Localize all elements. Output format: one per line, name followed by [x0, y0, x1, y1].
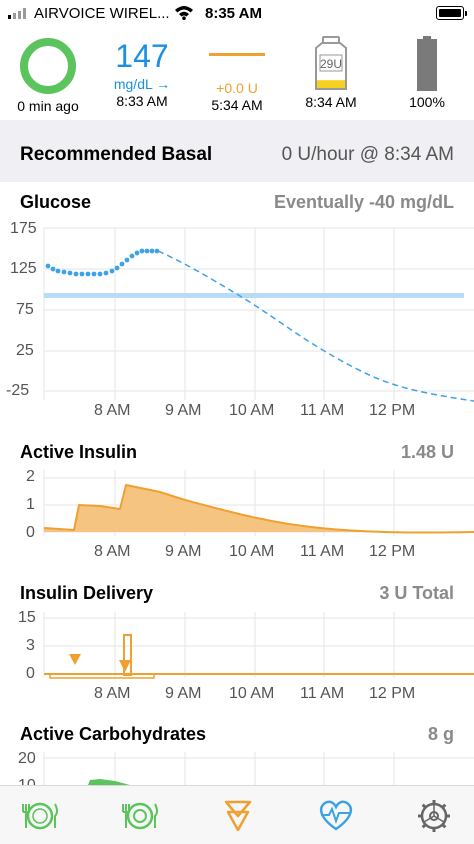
x-tick-label: 8 AM: [94, 543, 131, 560]
glucose-hud[interactable]: 147 mg/dL → 8:33 AM: [102, 26, 182, 109]
y-tick-label: 15: [18, 609, 36, 626]
x-tick-label: 12 PM: [369, 543, 416, 560]
active-carbs-plot: [43, 752, 474, 785]
loop-age: 0 min ago: [17, 98, 79, 114]
y-tick-label: 0: [26, 665, 35, 682]
active-insulin-curve: [43, 483, 474, 534]
bolus-arrow-icon: [224, 800, 252, 832]
loop-status[interactable]: 0 min ago: [8, 26, 88, 114]
plate-fork-icon: [22, 802, 58, 830]
recommended-basal-value: 0 U/hour @ 8:34 AM: [281, 144, 454, 165]
health-tab-button[interactable]: [316, 796, 356, 836]
active-carbs-area: [88, 779, 130, 785]
x-tick-label: 10 AM: [229, 402, 275, 419]
x-tick-label: 10 AM: [229, 685, 275, 702]
x-tick-label: 11 AM: [300, 543, 345, 560]
x-tick-label: 10 AM: [229, 543, 275, 560]
separator: [0, 174, 474, 178]
temp-basal-time: 5:34 AM: [211, 97, 263, 113]
active-carbs-value: 8 g: [427, 724, 454, 744]
y-tick-label: 25: [16, 342, 34, 359]
separator: [0, 120, 474, 126]
glucose-eventual-value: Eventually -40 mg/dL: [273, 192, 454, 212]
pump-battery-icon: [417, 36, 437, 91]
toolbar: [0, 785, 474, 844]
settings-tab-button[interactable]: [414, 796, 454, 836]
basal-rate-line: [209, 53, 265, 56]
target-range-band: [44, 293, 464, 298]
wifi-icon: [174, 4, 194, 20]
y-tick-label: 175: [10, 220, 37, 237]
cellular-signal-icon: [8, 7, 30, 19]
y-tick-label: 125: [10, 260, 37, 277]
status-time: 8:35 AM: [205, 5, 262, 22]
x-tick-label: 8 AM: [94, 685, 131, 702]
hud: 0 min ago 147 mg/dL → 8:33 AM +0.0 U 5:3…: [0, 26, 474, 120]
bolus-marker: [69, 654, 81, 665]
pump-battery-percent: 100%: [409, 94, 445, 110]
y-tick-label: 20: [18, 750, 36, 767]
recommended-basal-row[interactable]: Recommended Basal 0 U/hour @ 8:34 AM: [0, 126, 474, 182]
x-tick-label: 11 AM: [300, 685, 345, 702]
gear-icon: [418, 800, 450, 832]
glucose-value: 147: [115, 38, 169, 74]
temp-basal-value: +0.0 U: [216, 80, 258, 96]
active-insulin-value: 1.48 U: [400, 442, 454, 462]
y-tick-label: 3: [26, 637, 35, 654]
reservoir-icon: 29U: [312, 36, 350, 92]
temp-basal-bar: [49, 673, 155, 679]
glucose-prediction-line: [157, 250, 474, 402]
active-carbs-title: Active Carbohydrates: [20, 724, 207, 744]
reservoir-hud[interactable]: 29U 8:34 AM: [292, 26, 370, 110]
active-insulin-plot: [43, 470, 474, 536]
x-tick-label: 9 AM: [165, 685, 202, 702]
glucose-plot: [43, 227, 474, 402]
y-tick-label: 2: [26, 468, 35, 485]
glucose-chart-title: Glucose: [20, 192, 92, 212]
carbs-tab-button[interactable]: [20, 796, 60, 836]
insulin-delivery-total: 3 U Total: [379, 583, 454, 603]
battery-icon: [436, 6, 467, 20]
y-tick-label: -25: [6, 382, 30, 399]
plate-fork-bolus-icon: [122, 802, 158, 830]
active-insulin-title: Active Insulin: [20, 442, 138, 462]
bolus-tab-button[interactable]: [218, 796, 258, 836]
bolus-bar: [123, 634, 132, 676]
x-tick-label: 12 PM: [369, 685, 416, 702]
pump-battery-hud[interactable]: 100%: [388, 26, 466, 110]
glucose-readings: [45, 248, 160, 277]
x-tick-label: 9 AM: [165, 543, 202, 560]
temp-basal-hud[interactable]: +0.0 U 5:34 AM: [198, 26, 276, 113]
y-tick-label: 0: [26, 524, 35, 541]
x-tick-label: 12 PM: [369, 402, 416, 419]
glucose-time: 8:33 AM: [116, 93, 168, 109]
status-bar: AIRVOICE WIREL... 8:35 AM: [0, 0, 474, 26]
heart-icon: [319, 800, 353, 831]
recommended-basal-label: Recommended Basal: [20, 144, 213, 165]
reservoir-label: 29U: [319, 57, 342, 71]
insulin-delivery-plot: [43, 612, 474, 679]
x-tick-label: 9 AM: [165, 402, 202, 419]
y-tick-label: 1: [26, 496, 35, 513]
loop-ring-icon: [20, 38, 76, 94]
insulin-delivery-title: Insulin Delivery: [20, 583, 154, 603]
reservoir-time: 8:34 AM: [305, 94, 357, 110]
x-tick-label: 8 AM: [94, 402, 131, 419]
glucose-unit: mg/dL →: [113, 76, 171, 92]
carrier-name: AIRVOICE WIREL...: [34, 5, 170, 22]
meal-bolus-tab-button[interactable]: [120, 796, 160, 836]
y-tick-label: 75: [16, 301, 34, 318]
x-tick-label: 11 AM: [300, 402, 345, 419]
